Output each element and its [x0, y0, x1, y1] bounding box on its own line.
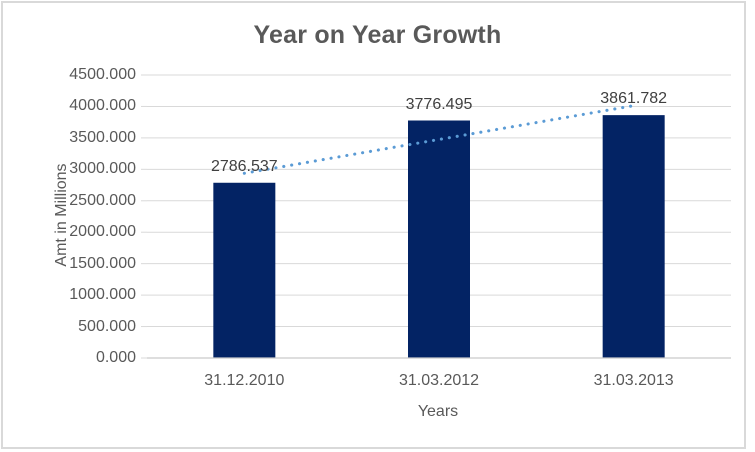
trendline: [242, 104, 636, 175]
data-label: 3861.782: [600, 90, 668, 108]
y-tick-label: 4500.000: [69, 66, 136, 83]
y-tick-label: 1500.000: [69, 254, 136, 272]
bar: [213, 182, 276, 358]
x-category-label: 31.03.2013: [593, 372, 674, 389]
y-tick-label: 4000.000: [69, 97, 136, 115]
y-tick-label: 0.000: [95, 349, 136, 366]
x-axis-title: Years: [417, 403, 459, 420]
y-tick-label: 2500.000: [69, 191, 136, 209]
y-tick-label: 3000.000: [69, 160, 136, 178]
data-label: 2786.537: [210, 157, 278, 175]
x-category-label: 31.03.2012: [398, 372, 480, 389]
chart-title: Year on Year Growth: [253, 21, 502, 49]
data-label: 3776.495: [405, 95, 473, 113]
x-category-label: 31.12.2010: [204, 372, 285, 389]
bar: [602, 115, 665, 359]
y-tick-label: 3500.000: [69, 128, 136, 146]
y-tick-label: 1000.000: [69, 286, 136, 304]
bar: [408, 120, 470, 358]
y-tick-label: 500.000: [78, 317, 136, 335]
y-tick-label: 2000.000: [69, 223, 136, 241]
